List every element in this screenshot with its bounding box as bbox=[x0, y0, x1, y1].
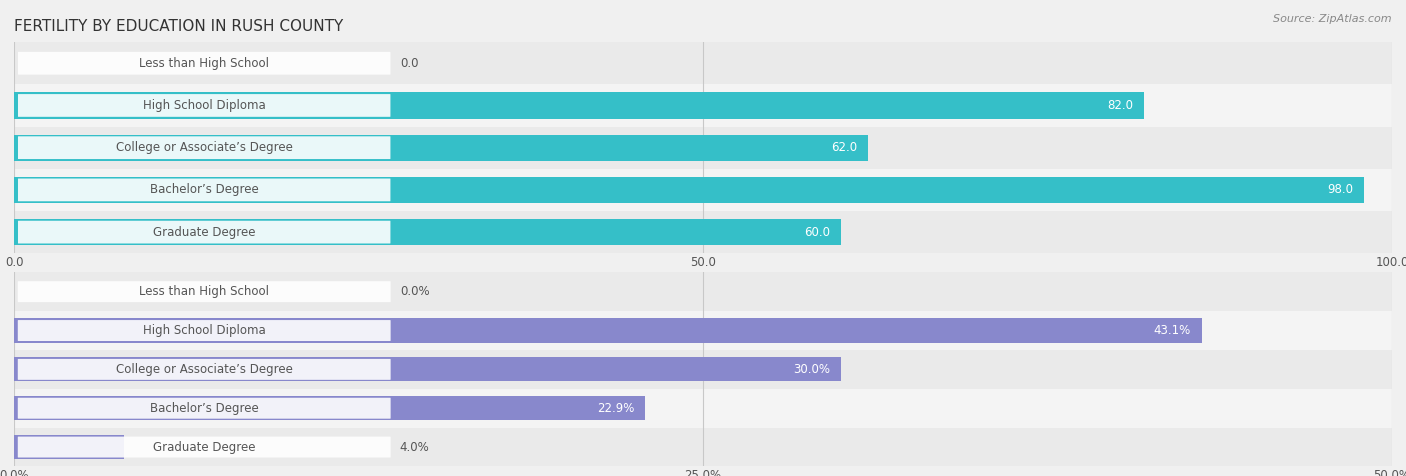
Bar bbox=[14, 84, 1392, 127]
Bar bbox=[14, 135, 869, 161]
Text: 60.0: 60.0 bbox=[804, 226, 830, 238]
Text: 0.0: 0.0 bbox=[399, 57, 419, 70]
Bar bbox=[14, 92, 1144, 119]
Text: 0.0%: 0.0% bbox=[399, 285, 429, 298]
Bar bbox=[14, 318, 1202, 343]
Bar bbox=[14, 357, 841, 381]
Text: 82.0: 82.0 bbox=[1107, 99, 1133, 112]
Text: Source: ZipAtlas.com: Source: ZipAtlas.com bbox=[1274, 14, 1392, 24]
Text: Graduate Degree: Graduate Degree bbox=[153, 226, 256, 238]
Bar bbox=[14, 127, 1392, 169]
Bar bbox=[14, 396, 645, 420]
Text: College or Associate’s Degree: College or Associate’s Degree bbox=[115, 363, 292, 376]
Bar bbox=[14, 177, 1364, 203]
Bar bbox=[14, 211, 1392, 253]
Bar bbox=[14, 272, 1392, 311]
Text: FERTILITY BY EDUCATION IN RUSH COUNTY: FERTILITY BY EDUCATION IN RUSH COUNTY bbox=[14, 19, 343, 34]
Text: Less than High School: Less than High School bbox=[139, 57, 269, 70]
Bar bbox=[14, 42, 1392, 84]
FancyBboxPatch shape bbox=[18, 178, 391, 201]
FancyBboxPatch shape bbox=[18, 221, 391, 244]
FancyBboxPatch shape bbox=[18, 281, 391, 302]
Text: High School Diploma: High School Diploma bbox=[143, 99, 266, 112]
Bar bbox=[14, 427, 1392, 466]
Bar bbox=[14, 389, 1392, 427]
Bar bbox=[14, 219, 841, 245]
FancyBboxPatch shape bbox=[18, 436, 391, 457]
Text: Graduate Degree: Graduate Degree bbox=[153, 441, 256, 454]
Text: 4.0%: 4.0% bbox=[399, 441, 430, 454]
Text: Less than High School: Less than High School bbox=[139, 285, 269, 298]
FancyBboxPatch shape bbox=[18, 359, 391, 380]
Text: 62.0: 62.0 bbox=[831, 141, 858, 154]
Text: 22.9%: 22.9% bbox=[596, 402, 634, 415]
FancyBboxPatch shape bbox=[18, 94, 391, 117]
Text: Bachelor’s Degree: Bachelor’s Degree bbox=[150, 183, 259, 197]
Text: College or Associate’s Degree: College or Associate’s Degree bbox=[115, 141, 292, 154]
FancyBboxPatch shape bbox=[18, 320, 391, 341]
Bar bbox=[14, 311, 1392, 350]
Bar bbox=[14, 350, 1392, 389]
Text: Bachelor’s Degree: Bachelor’s Degree bbox=[150, 402, 259, 415]
Bar bbox=[14, 169, 1392, 211]
FancyBboxPatch shape bbox=[18, 136, 391, 159]
Text: 98.0: 98.0 bbox=[1327, 183, 1354, 197]
Text: 43.1%: 43.1% bbox=[1153, 324, 1191, 337]
FancyBboxPatch shape bbox=[18, 398, 391, 419]
Bar bbox=[14, 435, 124, 459]
Text: High School Diploma: High School Diploma bbox=[143, 324, 266, 337]
Text: 30.0%: 30.0% bbox=[793, 363, 830, 376]
FancyBboxPatch shape bbox=[18, 52, 391, 75]
